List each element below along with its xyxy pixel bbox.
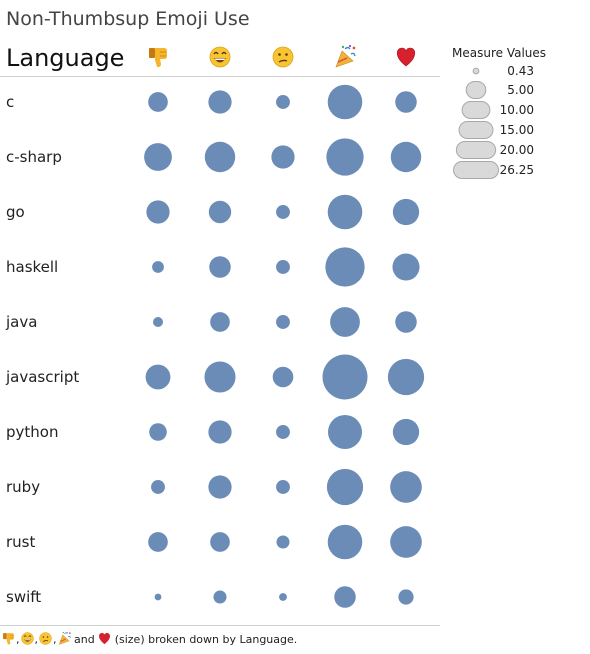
legend-value-label: 10.00	[500, 103, 534, 117]
bubble-thumbs-down-ruby	[151, 480, 165, 494]
row-label: swift	[6, 588, 41, 606]
legend-value-label: 26.25	[500, 163, 534, 177]
bubble-heart-java	[395, 311, 417, 333]
bubble-heart-python	[392, 418, 420, 446]
bubble-confused-ruby	[276, 480, 290, 494]
header-divider	[0, 76, 440, 77]
bubble-thumbs-down-haskell	[152, 261, 164, 273]
legend-swatch	[455, 141, 497, 159]
bubble-tada-rust	[327, 524, 363, 560]
row-label: go	[6, 203, 25, 221]
bubble-confused-c-sharp	[271, 145, 295, 169]
caption-tail: (size) broken down by Language.	[111, 633, 298, 646]
row-label: rust	[6, 533, 35, 551]
legend-title: Measure Values	[452, 46, 547, 60]
bubble-tada-python	[327, 414, 363, 450]
bubble-smile-c	[208, 90, 232, 114]
chart-caption: ,,, and (size) broken down by Language.	[2, 631, 298, 646]
caption-red-heart-icon	[99, 632, 111, 645]
row-label: python	[6, 423, 58, 441]
bubble-tada-swift	[334, 586, 356, 608]
chart-title: Non-Thumbsup Emoji Use	[6, 8, 250, 30]
bubble-tada-c-sharp	[326, 138, 364, 176]
bubble-thumbs-down-c-sharp	[144, 143, 172, 171]
row-label: ruby	[6, 478, 40, 496]
caption-suffix: and	[70, 633, 99, 646]
row-label: javascript	[5, 368, 79, 386]
bubble-smile-python	[208, 420, 232, 444]
bubble-confused-java	[276, 315, 290, 329]
legend-swatch	[453, 161, 499, 179]
bubble-smile-rust	[210, 532, 230, 552]
bubble-confused-python	[276, 425, 290, 439]
bubble-smile-c-sharp	[204, 141, 236, 173]
caption-thumbs-down-icon	[3, 633, 14, 645]
bubble-smile-javascript	[204, 361, 236, 393]
bubble-tada-haskell	[325, 247, 365, 287]
bubble-confused-haskell	[276, 260, 290, 274]
row-label: haskell	[6, 258, 58, 276]
bubble-tada-c	[327, 84, 363, 120]
bubble-confused-go	[276, 205, 290, 219]
legend-value-label: 15.00	[500, 123, 534, 137]
caption-confused-emoji-icon	[39, 632, 52, 645]
red-heart-icon	[396, 47, 416, 67]
thumbs-down-icon-small	[3, 633, 14, 645]
smile-emoji-icon	[209, 46, 231, 68]
bubble-thumbs-down-rust	[148, 532, 168, 552]
bubble-heart-haskell	[392, 253, 420, 281]
bubble-heart-go	[392, 198, 420, 226]
bubble-heart-swift	[398, 589, 414, 605]
party-popper-icon	[335, 45, 356, 68]
row-label: c-sharp	[6, 148, 62, 166]
bubble-smile-swift	[213, 590, 227, 604]
bubble-tada-java	[330, 307, 360, 337]
legend-value-label: 20.00	[500, 143, 534, 157]
bubble-smile-java	[210, 312, 230, 332]
red-heart-icon-small	[99, 632, 111, 645]
row-label: java	[5, 313, 37, 331]
bubble-confused-swift	[279, 593, 287, 601]
row-header-label: Language	[6, 44, 125, 72]
legend-swatch	[472, 67, 480, 75]
bubble-thumbs-down-javascript	[145, 364, 171, 390]
bubble-thumbs-down-swift	[154, 593, 162, 601]
footer-divider	[0, 625, 440, 626]
caption-party-popper-icon	[58, 631, 71, 645]
bubble-heart-javascript	[387, 358, 425, 396]
smile-emoji-icon-small	[20, 632, 34, 645]
party-popper-icon-small	[58, 631, 71, 645]
legend-swatch	[458, 121, 494, 139]
bubble-confused-c	[276, 95, 290, 109]
bubble-confused-rust	[276, 535, 290, 549]
bubble-heart-ruby	[390, 471, 422, 503]
caption-smile-emoji-icon	[20, 632, 34, 645]
row-label: c	[6, 93, 14, 111]
confused-emoji-icon	[272, 46, 294, 68]
legend-swatch	[461, 101, 491, 119]
legend-value-label: 0.43	[507, 64, 534, 78]
bubble-smile-go	[208, 200, 232, 224]
bubble-heart-c-sharp	[390, 141, 422, 173]
bubble-tada-javascript	[322, 354, 368, 400]
bubble-heart-rust	[390, 526, 422, 558]
legend-value-label: 5.00	[507, 83, 534, 97]
bubble-thumbs-down-java	[152, 316, 164, 328]
bubble-thumbs-down-python	[149, 423, 167, 441]
bubble-confused-javascript	[272, 366, 294, 388]
bubble-smile-ruby	[208, 475, 232, 499]
legend-swatch	[465, 81, 487, 99]
bubble-tada-ruby	[326, 468, 364, 506]
confused-emoji-icon-small	[39, 632, 52, 645]
bubble-smile-haskell	[209, 256, 231, 278]
bubble-thumbs-down-c	[148, 92, 168, 112]
bubble-tada-go	[327, 194, 363, 230]
bubble-thumbs-down-go	[146, 200, 170, 224]
bubble-heart-c	[395, 91, 417, 113]
thumbs-down-icon	[149, 48, 167, 67]
